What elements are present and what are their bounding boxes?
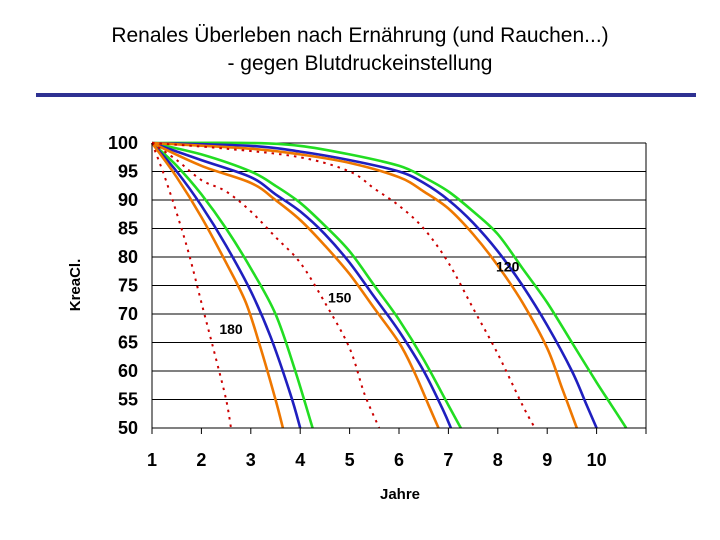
- curve-180-green: [151, 142, 314, 429]
- title-divider: [36, 93, 696, 97]
- x-tick-label-5: 5: [345, 450, 355, 470]
- y-tick-label-60: 60: [118, 361, 138, 381]
- x-tick-label-2: 2: [196, 450, 206, 470]
- y-tick-label-90: 90: [118, 190, 138, 210]
- grid-lines: [152, 142, 646, 429]
- curve-120-blue: [151, 141, 598, 429]
- curve-120-green: [151, 141, 628, 429]
- curve-150-blue: [151, 141, 453, 429]
- x-tick-labels: 1 2 3 4 5 6 7 8 9 10: [147, 450, 607, 470]
- x-tick-label-6: 6: [394, 450, 404, 470]
- y-tick-label-100: 100: [108, 133, 138, 153]
- curve-150-green: [151, 141, 462, 429]
- y-tick-label-55: 55: [118, 390, 138, 410]
- curve-120-dotted: [151, 142, 536, 429]
- chart-title: Renales Überleben nach Ernährung (und Ra…: [0, 22, 720, 78]
- y-tick-labels: 100 95 90 85 80 75 70 65 60 55 50: [108, 133, 138, 438]
- curve-120-orange: [151, 141, 579, 429]
- y-tick-label-70: 70: [118, 304, 138, 324]
- x-tick-label-9: 9: [542, 450, 552, 470]
- x-axis-label: Jahre: [380, 486, 420, 503]
- x-tick-label-10: 10: [587, 450, 607, 470]
- curve-150-dotted: [151, 142, 381, 429]
- curve-150-orange: [151, 141, 440, 429]
- y-tick-label-95: 95: [118, 162, 138, 182]
- y-tick-label-85: 85: [118, 219, 138, 239]
- curves: [150, 141, 628, 429]
- curve-180-dotted: [151, 142, 232, 429]
- y-axis-label: KreaCl.: [67, 259, 84, 312]
- curve-labels: 180 150 120: [219, 258, 519, 337]
- curve-180-orange: [150, 142, 285, 429]
- x-tick-label-3: 3: [246, 450, 256, 470]
- y-tick-label-65: 65: [118, 333, 138, 353]
- curve-180-blue: [151, 142, 302, 429]
- axes: [151, 143, 647, 434]
- curve-label-180: 180: [219, 321, 243, 337]
- x-tick-label-8: 8: [493, 450, 503, 470]
- chart-title-line-2: - gegen Blutdruckeinstellung: [227, 52, 493, 75]
- y-tick-label-50: 50: [118, 418, 138, 438]
- curve-label-120: 120: [496, 258, 520, 274]
- x-tick-label-1: 1: [147, 450, 157, 470]
- y-tick-label-75: 75: [118, 276, 138, 296]
- x-tick-label-7: 7: [443, 450, 453, 470]
- y-tick-label-80: 80: [118, 247, 138, 267]
- x-tick-label-4: 4: [295, 450, 305, 470]
- chart-title-line-1: Renales Überleben nach Ernährung (und Ra…: [111, 24, 609, 47]
- curve-label-150: 150: [328, 290, 352, 306]
